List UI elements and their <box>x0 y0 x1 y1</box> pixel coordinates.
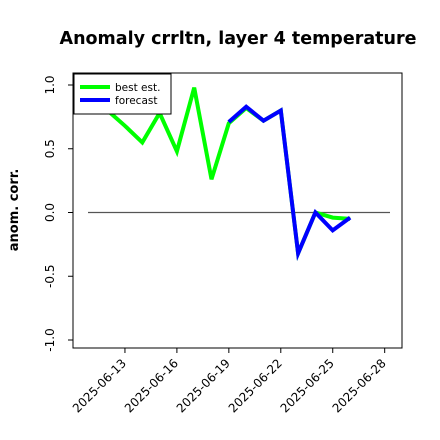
y-tick-label: 0.5 <box>43 139 57 158</box>
x-axis-ticks: 2025-06-132025-06-162025-06-192025-06-22… <box>70 348 389 415</box>
x-tick-label: 2025-06-13 <box>70 356 129 415</box>
x-tick-label: 2025-06-22 <box>226 356 285 415</box>
y-tick-label: 0.0 <box>43 203 57 222</box>
series-group <box>88 87 352 261</box>
x-tick-label: 2025-06-28 <box>330 356 389 415</box>
y-axis-label: anom. corr. <box>7 169 22 252</box>
legend: best est.forecast <box>73 73 172 115</box>
legend-label: forecast <box>115 95 157 107</box>
y-axis-ticks: -1.0 -0.5 0.0 0.5 1.0 <box>43 75 73 352</box>
plot-area-frame <box>72 72 403 349</box>
x-tick-label: 2025-06-19 <box>174 356 233 415</box>
y-tick-label: -0.5 <box>43 265 57 288</box>
y-tick-label: 1.0 <box>43 75 57 94</box>
x-tick-label: 2025-06-25 <box>278 356 337 415</box>
legend-label: best est. <box>115 82 160 94</box>
x-tick-label: 2025-06-16 <box>122 356 181 415</box>
legend-box <box>73 73 172 115</box>
y-tick-label: -1.0 <box>43 328 57 351</box>
chart-title: Anomaly crrltn, layer 4 temperature <box>60 29 417 49</box>
series-line-forecast <box>227 104 352 261</box>
